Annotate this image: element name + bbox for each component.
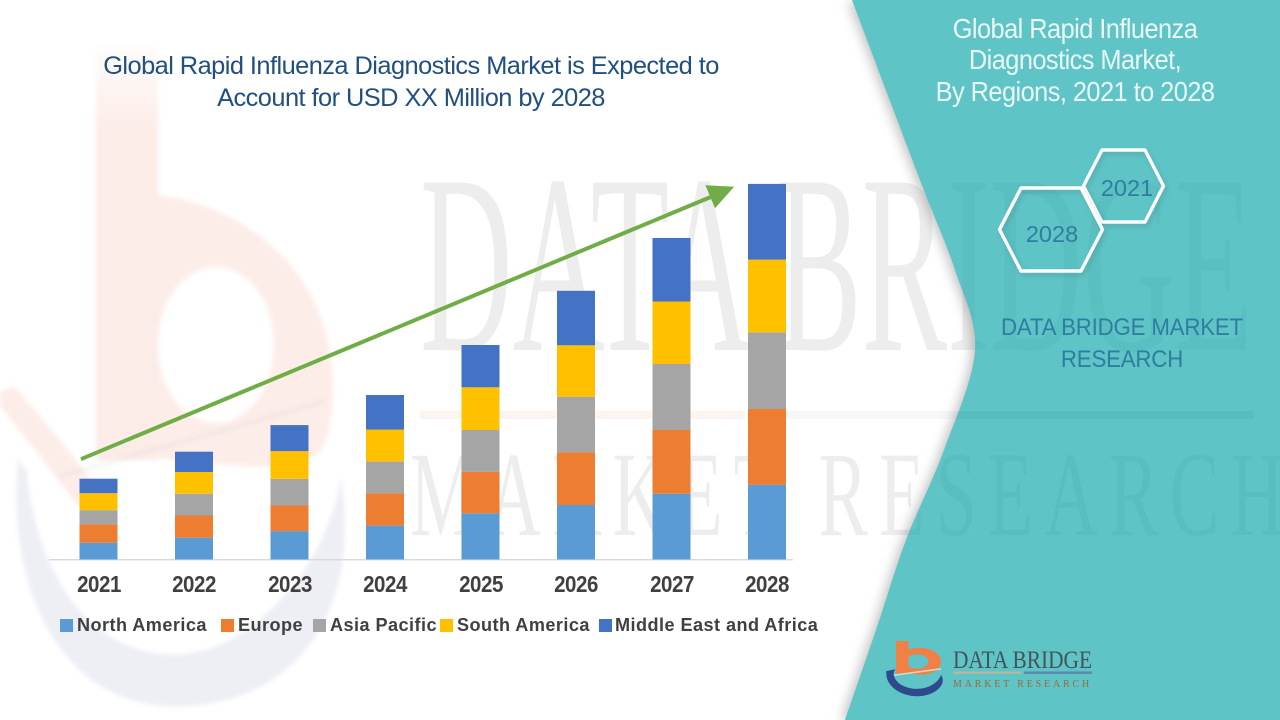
svg-text:2021: 2021 bbox=[1101, 175, 1153, 201]
svg-text:MARKET RESEARCH: MARKET RESEARCH bbox=[410, 428, 1280, 562]
svg-text:MARKET RESEARCH: MARKET RESEARCH bbox=[953, 679, 1092, 690]
svg-text:2028: 2028 bbox=[1026, 221, 1078, 247]
svg-text:DATA BRIDGE: DATA BRIDGE bbox=[953, 647, 1092, 674]
